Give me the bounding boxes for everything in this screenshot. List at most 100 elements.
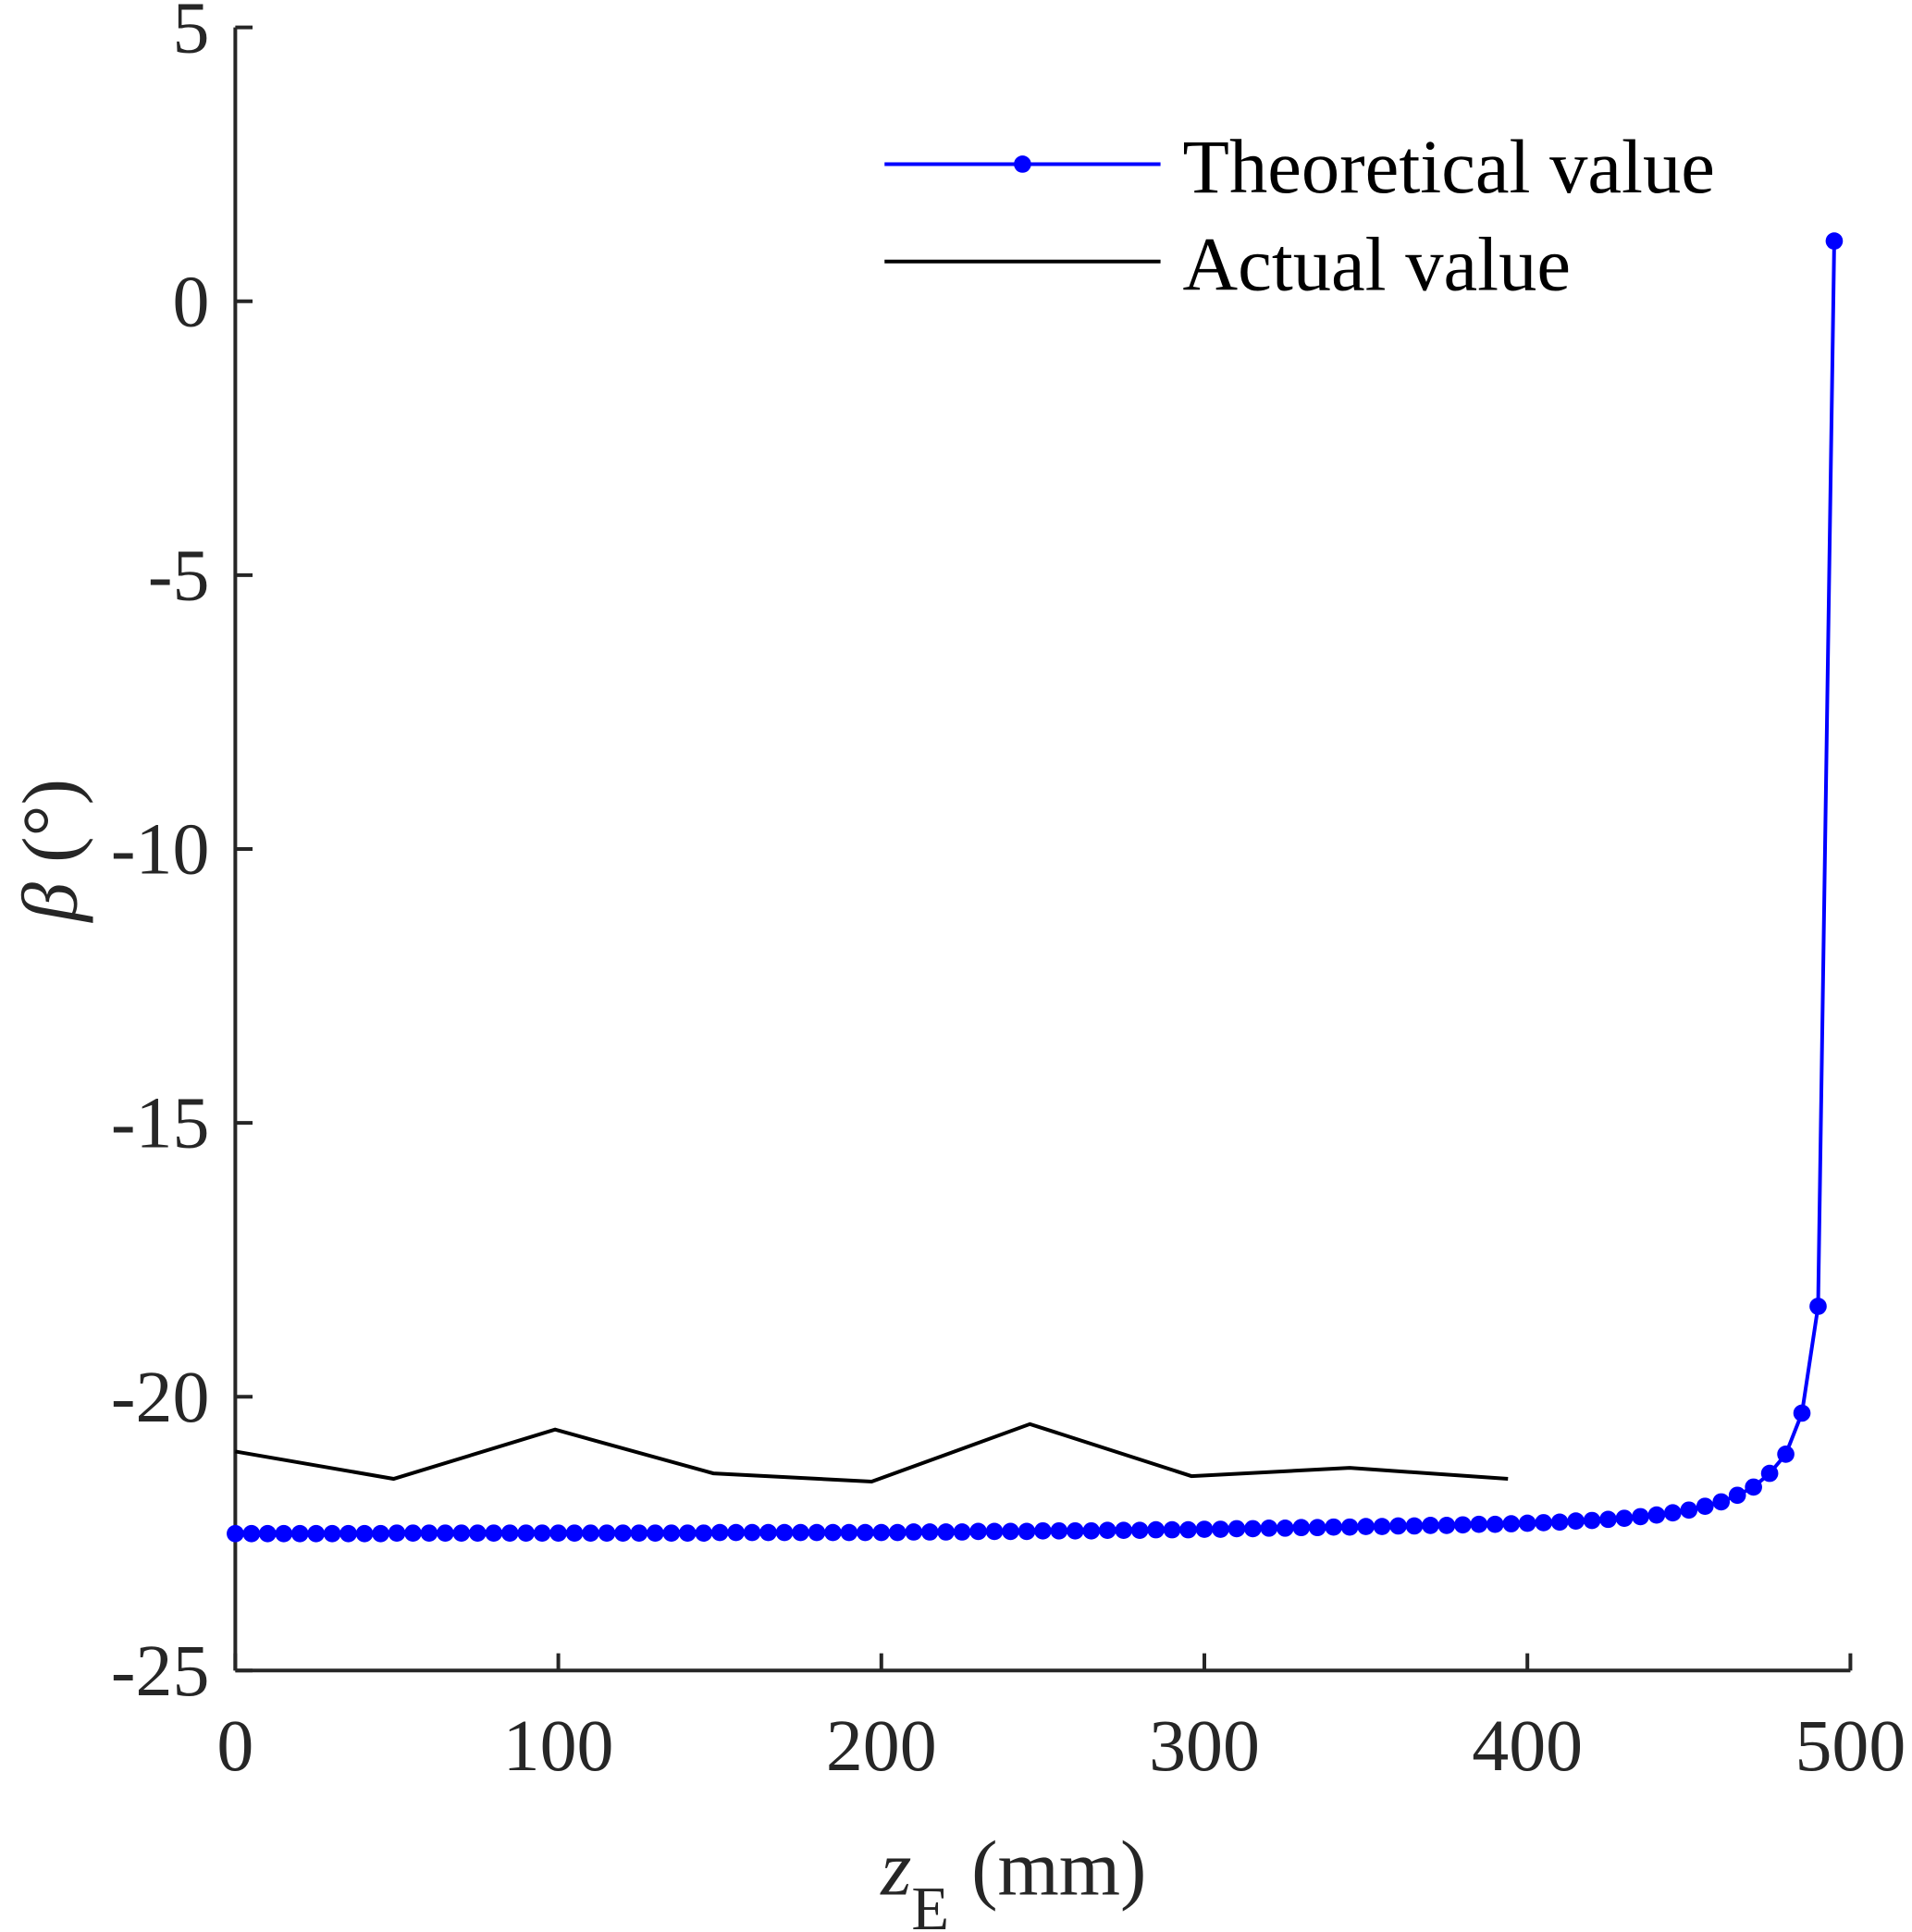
data-point-theoretical [1615, 1509, 1634, 1527]
data-point-theoretical [275, 1524, 293, 1543]
data-point-theoretical [1745, 1478, 1762, 1496]
y-tick-label: 5 [172, 0, 209, 68]
data-point-theoretical [647, 1524, 664, 1542]
data-point-theoretical [662, 1524, 681, 1542]
data-point-theoretical [840, 1523, 858, 1542]
data-point-theoretical [953, 1523, 971, 1541]
data-point-theoretical [1130, 1521, 1149, 1540]
legend-label-theoretical: Theoretical value [1183, 124, 1715, 209]
data-point-theoretical [1227, 1520, 1246, 1538]
x-tick-label: 200 [826, 1705, 937, 1787]
data-point-theoretical [678, 1524, 697, 1542]
data-point-theoretical [695, 1524, 713, 1542]
data-point-theoretical [1518, 1514, 1536, 1532]
data-point-theoretical [598, 1524, 616, 1542]
x-axis-label-subscript: E [911, 1876, 949, 1932]
data-point-theoretical [888, 1523, 907, 1542]
data-point-theoretical [1502, 1515, 1521, 1532]
data-point-theoretical [1454, 1516, 1472, 1534]
data-point-theoretical [549, 1524, 567, 1542]
data-point-theoretical [1680, 1501, 1698, 1520]
data-point-theoretical [1292, 1519, 1311, 1537]
data-point-theoretical [227, 1524, 244, 1543]
data-point-theoretical [1325, 1518, 1343, 1536]
data-point-theoretical [1050, 1521, 1068, 1540]
x-axis-label-symbol: z [880, 1826, 911, 1913]
data-point-theoretical [1486, 1515, 1504, 1533]
data-point-theoretical [1825, 232, 1844, 250]
data-point-theoretical [985, 1522, 1004, 1541]
data-point-theoretical [1760, 1464, 1779, 1483]
y-axis-label: β (°) [7, 779, 94, 924]
data-point-theoretical [872, 1523, 891, 1542]
data-point-theoretical [355, 1524, 374, 1543]
data-point-theoretical [290, 1524, 309, 1543]
y-tick-label: -20 [111, 1357, 209, 1438]
series-line-actual [235, 1421, 1509, 1484]
data-point-theoretical [759, 1523, 777, 1542]
data-point-theoretical [1308, 1519, 1326, 1537]
data-point-theoretical [500, 1524, 519, 1542]
data-point-theoretical [1115, 1521, 1133, 1540]
data-point-theoretical [1340, 1518, 1359, 1536]
x-tick-label: 0 [216, 1705, 253, 1787]
data-point-theoretical [1664, 1504, 1682, 1522]
data-point-theoretical [1389, 1517, 1407, 1535]
data-point-theoretical [1777, 1446, 1795, 1463]
data-point-theoretical [1098, 1521, 1116, 1540]
y-tick-label: -5 [148, 535, 210, 617]
data-point-theoretical [258, 1524, 277, 1543]
data-point-theoretical [824, 1523, 842, 1542]
data-point-theoretical [1002, 1522, 1019, 1541]
data-point-theoretical [1809, 1298, 1827, 1315]
legend-label-actual: Actual value [1183, 221, 1572, 306]
data-point-theoretical [1550, 1513, 1569, 1532]
x-tick-label: 400 [1472, 1705, 1583, 1787]
x-axis-label-unit: (mm) [971, 1826, 1146, 1913]
data-point-theoretical [582, 1524, 599, 1542]
data-point-theoretical [1244, 1520, 1262, 1538]
data-point-theoretical [565, 1524, 584, 1542]
data-point-theoretical [775, 1523, 794, 1542]
data-point-theoretical [1018, 1522, 1036, 1541]
data-point-theoretical [404, 1524, 422, 1542]
data-point-theoretical [1535, 1514, 1552, 1532]
legend: Theoretical value Actual value [884, 124, 1715, 306]
legend-marker-theoretical [1014, 155, 1031, 173]
data-point-theoretical [630, 1524, 648, 1542]
data-point-theoretical [1163, 1520, 1181, 1539]
data-point-theoretical [857, 1523, 874, 1542]
data-point-theoretical [1583, 1511, 1601, 1530]
data-point-theoretical [1647, 1506, 1666, 1524]
data-point-theoretical [372, 1524, 389, 1543]
data-point-theoretical [517, 1524, 535, 1542]
x-axis-label: zE (mm) [880, 1826, 1146, 1932]
data-point-theoretical [1712, 1493, 1731, 1511]
data-point-theoretical [1276, 1520, 1294, 1537]
data-point-theoretical [727, 1523, 745, 1542]
data-point-theoretical [1422, 1517, 1439, 1534]
data-point-theoretical [1599, 1510, 1617, 1529]
data-point-theoretical [1470, 1515, 1488, 1533]
data-point-theoretical [1437, 1517, 1456, 1534]
data-point-theoretical [1728, 1486, 1746, 1505]
data-point-theoretical [437, 1524, 454, 1542]
x-tick-label: 300 [1149, 1705, 1260, 1787]
data-point-theoretical [905, 1523, 923, 1541]
y-tick-label: -25 [111, 1631, 209, 1712]
data-point-theoretical [1147, 1520, 1165, 1539]
y-tick-label: -15 [111, 1083, 209, 1164]
data-point-theoretical [1405, 1517, 1424, 1535]
axes [233, 27, 1851, 1673]
data-point-theoretical [710, 1523, 729, 1542]
data-point-theoretical [1082, 1521, 1101, 1540]
data-point-theoretical [1066, 1521, 1084, 1540]
data-point-theoretical [792, 1523, 809, 1542]
data-point-theoretical [1696, 1497, 1714, 1515]
data-point-theoretical [1195, 1520, 1214, 1538]
data-point-theoretical [388, 1524, 406, 1542]
data-point-theoretical [1793, 1404, 1811, 1422]
data-point-theoretical [452, 1524, 471, 1542]
